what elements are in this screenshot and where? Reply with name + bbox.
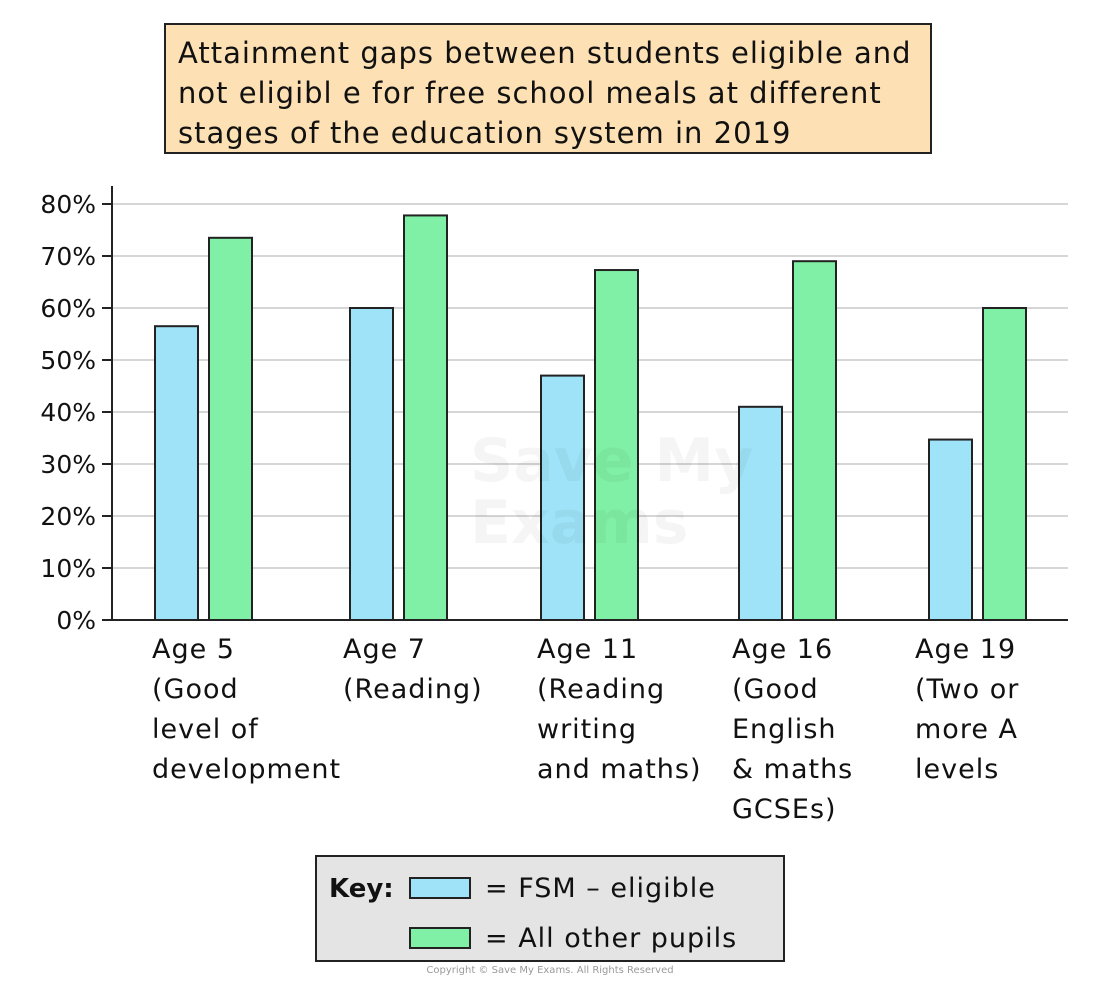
legend: Key: = FSM – eligible = All other pupils — [315, 855, 785, 962]
bar-all-other-pupils — [208, 236, 253, 622]
x-tick-label-line: Age 11 — [537, 634, 639, 665]
y-tick-label: 10% — [40, 554, 96, 583]
bar-all-other-pupils — [792, 260, 837, 621]
y-tick-label: 60% — [40, 294, 96, 323]
bar-fsm-eligible — [928, 438, 973, 621]
x-tick-label-line: development — [152, 754, 342, 785]
copyright-notice: Copyright © Save My Exams. All Rights Re… — [426, 965, 674, 976]
chart-title-line: not eligibl e for free school meals at d… — [178, 76, 882, 110]
bar-fsm-eligible — [349, 307, 394, 621]
x-tick-label: Age 11 (Reading writing and maths) — [537, 630, 702, 790]
legend-label-other: = All other pupils — [485, 922, 738, 954]
bar-fsm-eligible — [154, 325, 199, 621]
watermark-line: Exams — [470, 492, 753, 554]
chart-title-line: stages of the education system in 2019 — [178, 116, 792, 150]
x-tick-label-line: & maths — [732, 754, 854, 785]
bar-all-other-pupils — [594, 269, 639, 621]
bar-all-other-pupils — [403, 214, 448, 621]
y-tick-label: 0% — [56, 606, 96, 635]
chart-title: Attainment gaps between students eligibl… — [164, 23, 932, 154]
watermark: Save My Exams — [470, 430, 753, 554]
x-tick-label-line: English — [732, 714, 837, 745]
y-tick-label: 80% — [40, 190, 96, 219]
x-tick-label: Age 5 (Good level of development — [152, 630, 341, 790]
legend-swatch-fsm — [409, 877, 471, 899]
legend-label-fsm: = FSM – eligible — [485, 872, 716, 904]
x-tick-label-line: and maths) — [537, 754, 702, 785]
y-tick-label: 30% — [40, 450, 96, 479]
bar-fsm-eligible — [738, 405, 783, 621]
y-tick-label: 20% — [40, 502, 96, 531]
x-tick-label-line: Age 16 — [732, 634, 834, 665]
y-tick-label: 50% — [40, 346, 96, 375]
y-tick-label: 70% — [40, 242, 96, 271]
x-tick-label-line: writing — [537, 714, 638, 745]
x-tick-label-line: (Two or — [915, 674, 1020, 705]
x-tick-label-line: Age 19 — [915, 634, 1017, 665]
x-tick-label-line: Age 5 — [152, 634, 235, 665]
x-tick-label-line: GCSEs) — [732, 794, 837, 825]
x-tick-label: Age 16 (Good English & maths GCSEs) — [732, 630, 853, 830]
x-tick-label-line: Age 7 — [343, 634, 426, 665]
legend-item-fsm: = FSM – eligible — [409, 868, 716, 908]
watermark-line: Save My — [470, 430, 753, 492]
legend-key-label: Key: — [329, 874, 394, 904]
x-tick-label-line: level of — [152, 714, 259, 745]
legend-swatch-other — [409, 927, 471, 949]
x-tick-label-line: (Reading — [537, 674, 666, 705]
x-tick-label-line: (Good — [732, 674, 819, 705]
y-tick-label: 40% — [40, 398, 96, 427]
x-tick-label: Age 19 (Two or more A levels — [915, 630, 1019, 790]
bar-all-other-pupils — [982, 307, 1027, 621]
x-tick-label: Age 7 (Reading) — [343, 630, 483, 710]
bar-fsm-eligible — [540, 374, 585, 621]
legend-item-other: = All other pupils — [409, 918, 737, 958]
x-tick-label-line: (Reading) — [343, 674, 483, 705]
x-tick-label-line: (Good — [152, 674, 239, 705]
chart-title-line: Attainment gaps between students eligibl… — [178, 36, 912, 70]
x-tick-label-line: more A — [915, 714, 1018, 745]
x-tick-label-line: levels — [915, 754, 1000, 785]
